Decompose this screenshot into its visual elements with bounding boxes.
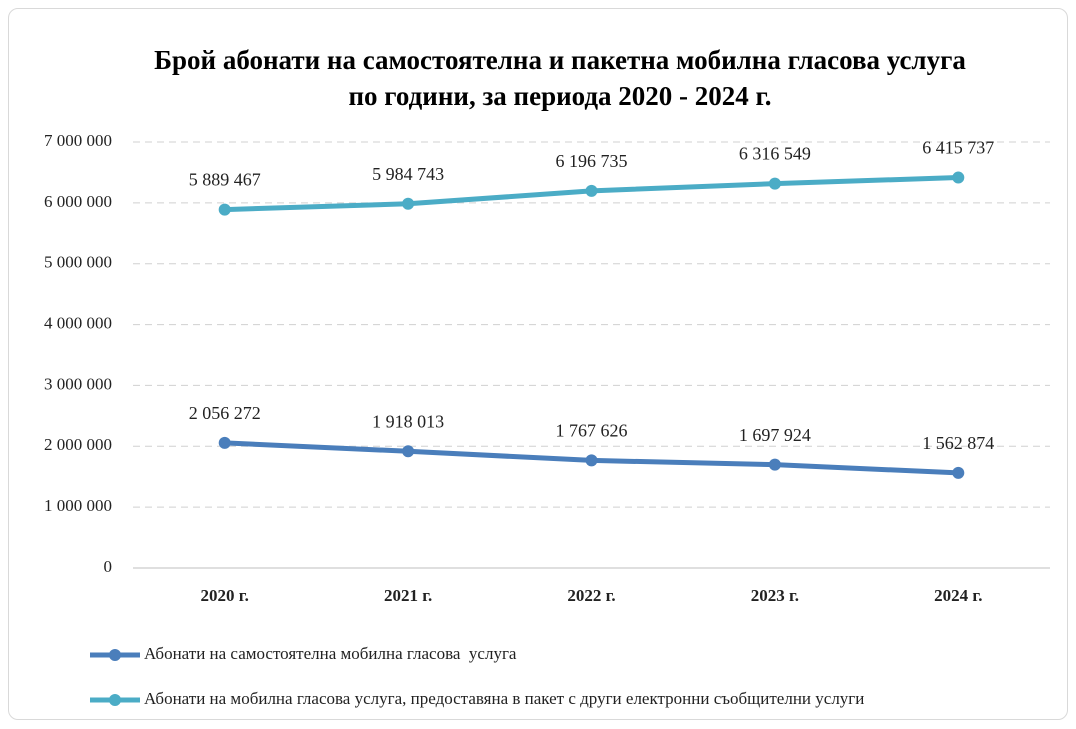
y-tick-label: 5 000 000	[44, 253, 112, 272]
x-tick-label: 2022 г.	[567, 586, 615, 605]
point	[402, 445, 415, 458]
point	[768, 177, 781, 190]
point	[218, 436, 231, 449]
legend-marker	[109, 649, 121, 661]
legend-label: Абонати на самостоятелна мобилна гласова…	[144, 644, 517, 663]
chart-card	[8, 8, 1068, 720]
point	[585, 454, 598, 467]
data-label: 1 562 874	[922, 433, 994, 453]
point	[402, 197, 415, 210]
data-label: 1 767 626	[556, 421, 628, 441]
legend-marker	[109, 694, 121, 706]
point	[952, 171, 965, 184]
x-tick-label: 2020 г.	[201, 586, 249, 605]
point	[218, 203, 231, 216]
point	[768, 458, 781, 471]
chart-title: Брой абонати на самостоятелна и пакетна …	[154, 45, 966, 111]
point	[952, 466, 965, 479]
y-tick-label: 2 000 000	[44, 435, 112, 454]
x-tick-label: 2024 г.	[934, 586, 982, 605]
x-tick-label: 2021 г.	[384, 586, 432, 605]
y-tick-label: 1 000 000	[44, 496, 112, 515]
point	[585, 184, 598, 197]
data-label: 2 056 272	[189, 403, 261, 423]
data-label: 6 415 737	[922, 138, 994, 158]
data-label: 1 697 924	[739, 425, 811, 445]
x-tick-label: 2023 г.	[751, 586, 799, 605]
data-label: 1 918 013	[372, 411, 444, 431]
y-tick-label: 3 000 000	[44, 374, 112, 393]
data-label: 6 316 549	[739, 144, 811, 164]
y-tick-label: 7 000 000	[44, 131, 112, 150]
data-label: 5 889 467	[189, 170, 261, 190]
legend-label: Абонати на мобилна гласова услуга, предо…	[144, 689, 864, 708]
y-tick-label: 6 000 000	[44, 192, 112, 211]
y-tick-label: 4 000 000	[44, 313, 112, 332]
y-tick-label: 0	[104, 557, 113, 576]
data-label: 6 196 735	[556, 151, 628, 171]
data-label: 5 984 743	[372, 164, 444, 184]
